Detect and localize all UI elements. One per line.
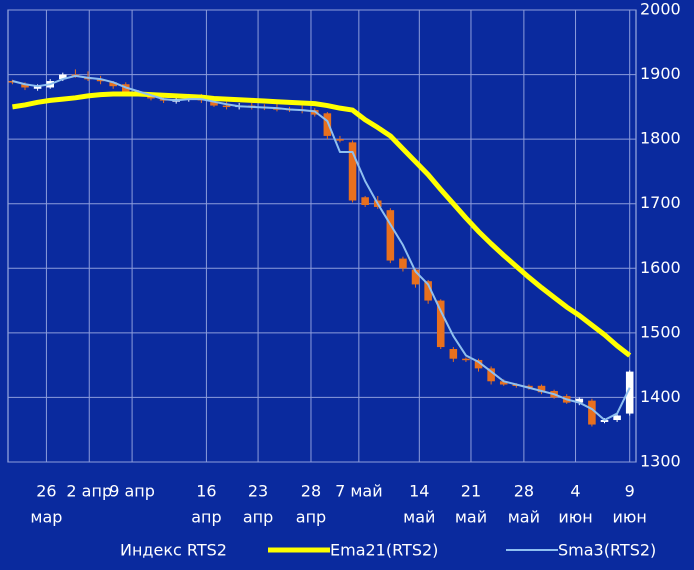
y-tick-label: 1800 [640,129,681,148]
x-tick-label: июн [613,508,647,527]
candle-body [575,398,584,403]
candle-body [336,139,344,141]
candle-body [449,349,458,359]
y-tick-label: 1900 [640,64,681,83]
x-tick-label: апр [191,508,221,527]
x-tick-label: апр [296,508,326,527]
candle-body [386,210,395,261]
x-tick-label: мар [30,508,62,527]
legend-label: Sma3(RTS2) [558,541,656,560]
candle-body [436,300,445,348]
candle-body [33,86,42,89]
x-tick-label: 28 [301,482,321,501]
x-tick-label: апр [243,508,273,527]
x-tick-label: 2 апр [66,482,112,501]
candle-body [411,269,420,285]
x-tick-label: 16 [196,482,216,501]
x-tick-label: 26 [36,482,56,501]
legend-label: Индекс RTS2 [120,541,227,560]
candle-body [474,359,483,369]
candle-body [109,82,117,87]
candle-body [399,258,407,269]
candle-body [487,368,495,382]
x-tick-label: май [508,508,540,527]
x-tick-label: май [455,508,487,527]
y-tick-label: 1400 [640,387,681,406]
candle-body [625,371,634,414]
x-tick-label: 7 май [335,482,383,501]
x-tick-label: 28 [514,482,534,501]
line-series [12,91,632,358]
candle-body [210,101,218,106]
x-tick-label: 9 [625,482,635,501]
candle-body [21,84,29,88]
candle-body [96,79,105,82]
candle-body [59,74,67,80]
candle-body [588,400,596,425]
x-tick-label: май [403,508,435,527]
y-tick-label: 1700 [640,193,681,212]
candle-body [222,105,231,108]
candle-body [462,358,470,361]
x-tick-label: 4 [570,482,580,501]
y-tick-label: 1500 [640,322,681,341]
candle-body [424,281,432,301]
legend-label: Ema21(RTS2) [330,541,438,560]
candle-body [537,385,546,393]
x-tick-label: 21 [461,482,481,501]
x-tick-label: июн [558,508,592,527]
candle-body [499,381,508,385]
y-tick-label: 2000 [640,0,681,19]
x-tick-label: 9 апр [109,482,155,501]
candle-body [613,415,621,421]
x-tick-label: 14 [409,482,429,501]
line-series [12,74,631,422]
candle-body [323,113,332,136]
candle-body [361,197,369,206]
y-tick-label: 1300 [640,452,681,471]
candle-body [348,142,357,201]
y-tick-label: 1600 [640,258,681,277]
x-tick-label: 23 [248,482,268,501]
